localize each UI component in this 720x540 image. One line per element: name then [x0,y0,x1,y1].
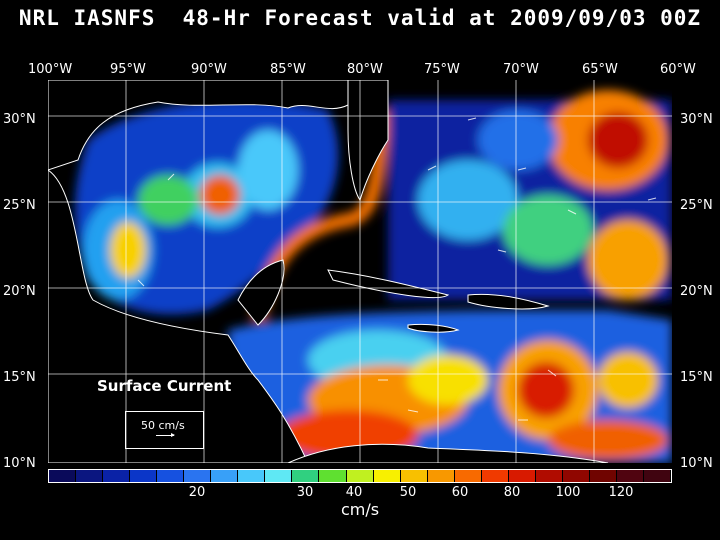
longitude-label: 60°W [660,62,696,77]
colorbar-swatch [373,470,401,482]
latitude-label: 10°N [680,456,713,471]
latitude-label: 25°N [3,198,36,213]
colorbar-tick: 30 [296,485,314,500]
colorbar-swatch [184,470,212,482]
latitude-label: 10°N [3,456,36,471]
colorbar-swatch [265,470,293,482]
colorbar-swatch [481,470,509,482]
colorbar-tick: 40 [345,485,363,500]
colorbar-swatch [130,470,158,482]
longitude-label: 85°W [270,62,306,77]
latitude-label: 30°N [680,112,713,127]
latitude-label: 20°N [3,284,36,299]
colorbar-unit: cm/s [340,500,380,519]
colorbar-swatch [644,470,672,482]
colorbar-swatch [49,470,77,482]
longitude-label: 70°W [503,62,539,77]
current-vectors [137,117,657,421]
latitude-label: 15°N [680,370,713,385]
current-map [48,80,672,463]
colorbar [48,469,672,483]
colorbar-swatch [400,470,428,482]
colorbar-swatch [76,470,104,482]
longitude-label: 80°W [347,62,383,77]
colorbar-swatch [562,470,590,482]
landmass [48,80,609,463]
colorbar-swatch [319,470,347,482]
colorbar-swatch [157,470,185,482]
colorbar-swatch [292,470,320,482]
colorbar-tick: 20 [188,485,206,500]
longitude-label: 100°W [28,62,73,77]
longitude-label: 65°W [582,62,618,77]
colorbar-tick: 120 [608,485,634,500]
colorbar-tick: 60 [451,485,469,500]
scale-arrow-icon [156,433,175,437]
longitude-label: 90°W [191,62,227,77]
latitude-label: 25°N [680,198,713,213]
colorbar-tick: 50 [399,485,417,500]
current-field [48,80,672,463]
colorbar-swatch [427,470,455,482]
scale-legend: 50 cm/s [125,411,204,449]
colorbar-swatch [454,470,482,482]
colorbar-swatch [103,470,131,482]
colorbar-swatch [589,470,617,482]
colorbar-swatch [616,470,645,482]
colorbar-swatch [535,470,563,482]
latitude-label: 20°N [680,284,713,299]
graticule [48,80,672,463]
longitude-label: 95°W [110,62,146,77]
latitude-label: 15°N [3,370,36,385]
page-title: NRL IASNFS 48-Hr Forecast valid at 2009/… [18,6,702,30]
scale-label: 50 cm/s [141,419,185,432]
colorbar-swatch [508,470,536,482]
colorbar-tick: 80 [503,485,521,500]
colorbar-swatch [211,470,239,482]
colorbar-swatch [346,470,374,482]
map-label: Surface Current [97,377,232,395]
current-speed-field [74,90,672,463]
longitude-label: 75°W [424,62,460,77]
colorbar-swatch [238,470,266,482]
latitude-label: 30°N [3,112,36,127]
colorbar-tick: 100 [555,485,581,500]
